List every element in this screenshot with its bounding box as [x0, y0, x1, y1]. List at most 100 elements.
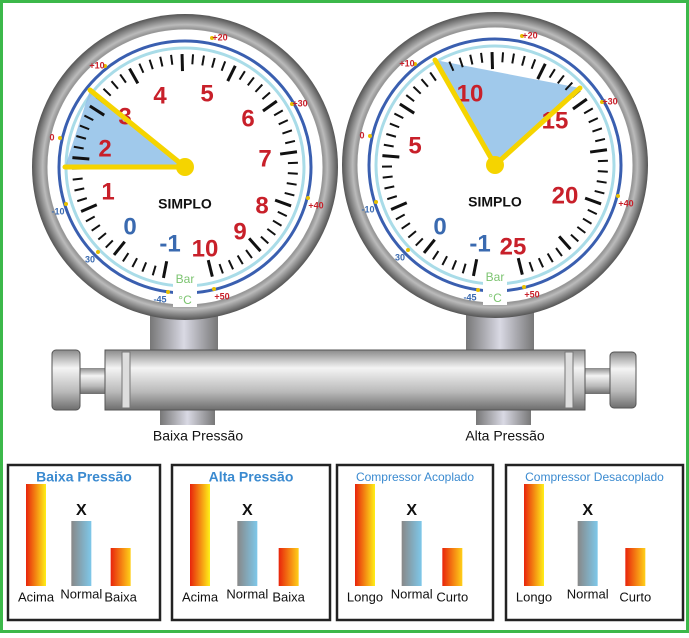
temp-label: +10	[399, 58, 414, 68]
gauge-label: Baixa Pressão	[153, 428, 243, 444]
pressure-label: 1	[101, 178, 114, 205]
tick	[502, 52, 503, 62]
bar-high	[524, 484, 544, 586]
tick	[481, 53, 482, 63]
pressure-label: 2	[98, 135, 111, 162]
pressure-label: 4	[153, 82, 167, 109]
bar-label: Normal	[226, 586, 268, 601]
temp-dot	[368, 134, 372, 138]
gauge-temp-unit: °C	[178, 293, 192, 307]
temp-label: 30	[395, 252, 405, 262]
knob	[52, 350, 80, 410]
temp-dot	[166, 290, 170, 294]
pressure-label: 0	[123, 213, 136, 240]
bar-label: Normal	[567, 586, 609, 601]
bar-label: Baixa	[272, 589, 305, 604]
temp-label: -10	[51, 206, 64, 216]
temp-label: +50	[214, 291, 229, 301]
tick	[192, 54, 193, 64]
bar-normal	[402, 521, 422, 586]
pressure-label: 5	[200, 80, 213, 107]
gauge-temp-unit: °C	[488, 291, 502, 305]
temp-dot	[96, 250, 100, 254]
pressure-label: 6	[241, 105, 254, 132]
bar-label: Normal	[60, 586, 102, 601]
temp-label: 30	[85, 254, 95, 264]
needle-hub	[176, 158, 194, 176]
gauge-label: Alta Pressão	[465, 428, 545, 444]
bar-label: Normal	[391, 586, 433, 601]
pressure-label: 25	[500, 233, 527, 260]
bar-normal	[578, 521, 598, 586]
pipe	[105, 350, 585, 410]
temp-label: +30	[292, 98, 307, 108]
tick	[171, 55, 172, 65]
temp-label: +40	[618, 198, 633, 208]
pressure-label: 9	[233, 218, 246, 245]
marker: X	[582, 502, 593, 519]
temp-label: +20	[212, 32, 227, 42]
shaft	[78, 368, 108, 394]
pressure-label: 8	[255, 192, 268, 219]
needle-hub	[486, 156, 504, 174]
panel-title: Compressor Desacoplado	[525, 470, 664, 484]
gauge-title: SIMPLO	[158, 196, 212, 212]
temp-label: 0	[359, 130, 364, 140]
temp-dot	[64, 202, 68, 206]
pressure-label: -1	[159, 230, 180, 257]
temp-label: +10	[89, 60, 104, 70]
temp-label: +40	[308, 200, 323, 210]
bar-high	[190, 484, 210, 586]
marker: X	[406, 502, 417, 519]
gauge-title: SIMPLO	[468, 194, 522, 210]
pressure-label: 0	[433, 213, 446, 240]
temp-label: 0	[49, 132, 54, 142]
bar-label: Longo	[347, 589, 383, 604]
bar-high	[26, 484, 46, 586]
bar-high	[355, 484, 375, 586]
bar-normal	[237, 521, 257, 586]
bar-low	[279, 548, 299, 586]
temp-dot	[58, 136, 62, 140]
temp-label: +50	[524, 289, 539, 299]
bar-label: Baixa	[104, 589, 137, 604]
tick	[598, 171, 608, 172]
bar-label: Curto	[436, 589, 468, 604]
pipe-ring	[565, 352, 573, 408]
bar-label: Curto	[619, 589, 651, 604]
tick	[382, 156, 399, 157]
temp-label: +30	[602, 96, 617, 106]
marker: X	[242, 502, 253, 519]
pressure-label: -1	[469, 230, 490, 257]
temp-label: -10	[361, 204, 374, 214]
tick	[73, 179, 83, 180]
marker: X	[76, 502, 87, 519]
gauge-unit: Bar	[176, 272, 195, 286]
pressure-label: 5	[408, 132, 421, 159]
bar-normal	[71, 521, 91, 586]
pressure-label: 7	[258, 145, 271, 172]
temp-dot	[406, 248, 410, 252]
knob	[610, 352, 636, 408]
pressure-label: 20	[552, 182, 579, 209]
bar-low	[625, 548, 645, 586]
tick	[72, 158, 89, 159]
bar-low	[442, 548, 462, 586]
bar-low	[111, 548, 131, 586]
bar-label: Longo	[516, 589, 552, 604]
pressure-label: 10	[192, 235, 219, 262]
panel-title: Compressor Acoplado	[356, 470, 474, 484]
temp-label: -45	[153, 294, 166, 304]
panel-title: Baixa Pressão	[36, 469, 132, 485]
pipe-ring	[122, 352, 130, 408]
temp-label: -45	[463, 292, 476, 302]
panel-title: Alta Pressão	[209, 469, 294, 485]
gauge-unit: Bar	[486, 270, 505, 284]
bar-label: Acima	[182, 589, 219, 604]
bar-label: Acima	[18, 589, 55, 604]
tick	[383, 177, 393, 178]
tick	[288, 173, 298, 174]
temp-dot	[476, 288, 480, 292]
temp-label: +20	[522, 30, 537, 40]
